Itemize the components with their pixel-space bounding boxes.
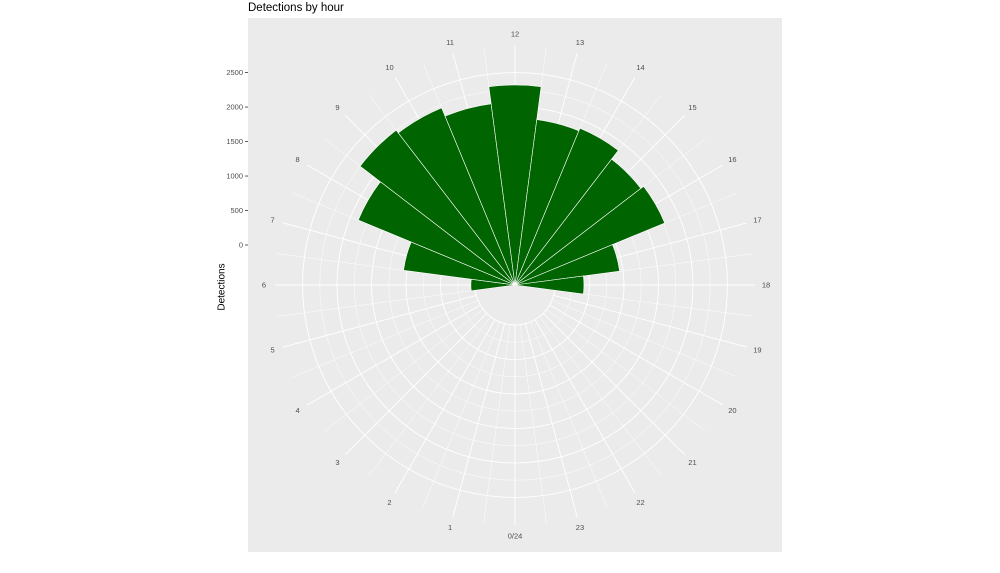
angle-label: 9 — [335, 103, 339, 112]
angle-label: 0/24 — [508, 532, 523, 541]
y-tick-label: 1000 — [226, 172, 243, 181]
radial-gridline — [306, 304, 481, 406]
angle-label: 13 — [576, 38, 584, 47]
radial-minor-gridline — [277, 289, 476, 317]
angle-label: 17 — [753, 216, 761, 225]
angle-label: 23 — [576, 523, 584, 532]
angle-label: 21 — [688, 458, 696, 467]
y-tick-label: 1500 — [226, 137, 243, 146]
radial-minor-gridline — [519, 324, 547, 523]
bars — [357, 84, 666, 295]
radial-minor-gridline — [324, 309, 484, 432]
angle-label: 7 — [270, 216, 274, 225]
radial-minor-gridline — [539, 316, 662, 476]
bar-hour-10 — [397, 107, 516, 286]
radial-minor-gridline — [530, 321, 608, 507]
y-axis: 0 500 1000 1500 2000 2500 — [226, 68, 248, 250]
bar-hour-18 — [514, 275, 585, 295]
radial-minor-gridline — [422, 321, 500, 507]
radial-minor-gridline — [293, 300, 479, 378]
angle-label: 12 — [511, 30, 519, 39]
radial-gridline — [549, 304, 724, 406]
y-tick-label: 500 — [230, 206, 243, 215]
radial-gridline — [534, 319, 636, 494]
angle-label: 11 — [446, 38, 454, 47]
bar-hour-9 — [359, 129, 516, 286]
angle-label: 16 — [728, 155, 736, 164]
radial-minor-gridline — [551, 300, 737, 378]
y-tick-label: 0 — [239, 241, 243, 250]
angle-label: 22 — [636, 498, 644, 507]
bar-hour-14 — [514, 127, 619, 286]
radial-gridline — [524, 323, 578, 517]
radial-minor-gridline — [368, 316, 491, 476]
radial-minor-gridline — [546, 309, 706, 432]
radial-gridline — [553, 294, 747, 348]
angle-labels: 0/24123456789101112131415161718192021222… — [262, 30, 770, 541]
radial-gridline — [283, 294, 477, 348]
y-tick-label: 2000 — [226, 103, 243, 112]
circle-gridline — [302, 72, 728, 498]
radial-gridline — [452, 323, 506, 517]
angle-label: 4 — [296, 406, 300, 415]
angle-label: 2 — [387, 498, 391, 507]
radial-minor-gridline — [483, 324, 511, 523]
angle-label: 15 — [688, 103, 696, 112]
bar-hour-17 — [514, 244, 620, 286]
angle-label: 10 — [385, 63, 393, 72]
angle-label: 20 — [728, 406, 736, 415]
bar-hour-12 — [488, 84, 542, 286]
chart-title: Detections by hour — [248, 2, 344, 14]
radial-gridline — [344, 312, 488, 456]
angle-label: 18 — [762, 281, 770, 290]
angle-label: 1 — [448, 523, 452, 532]
angle-label: 8 — [296, 155, 300, 164]
angle-label: 6 — [262, 281, 266, 290]
angle-label: 5 — [270, 345, 274, 354]
radial-minor-gridline — [554, 289, 753, 317]
radial-gridline — [542, 312, 686, 456]
angle-label: 3 — [335, 458, 339, 467]
y-tick-label: 2500 — [226, 68, 243, 77]
bar-hour-16 — [514, 185, 666, 286]
radial-gridline — [394, 319, 496, 494]
angle-label: 14 — [636, 63, 644, 72]
angle-label: 19 — [753, 345, 761, 354]
